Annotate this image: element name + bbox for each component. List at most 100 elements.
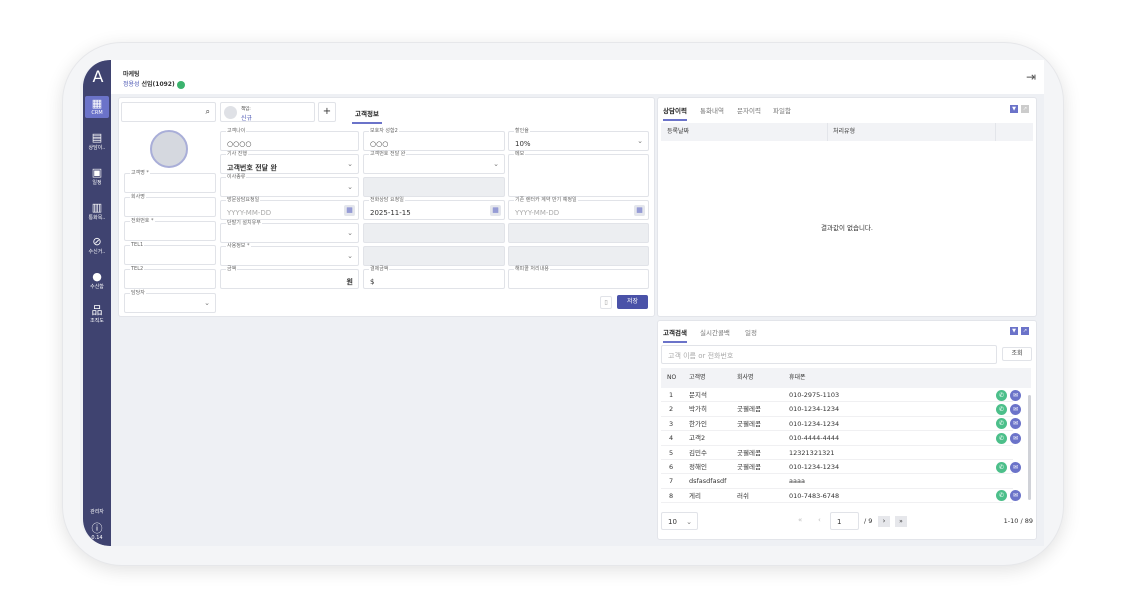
search-icon: ⌕ — [205, 107, 210, 116]
sidebar-item-schedule[interactable]: ▣ 일정 — [85, 166, 109, 187]
table-row[interactable]: 3 한가인 굿웰레콤 010-1234-1234 ✆ ✉ — [661, 417, 1021, 432]
left-field-1[interactable]: 회사명 — [124, 194, 216, 217]
visit-date-field[interactable]: 방문상담요청일 YYYY-MM-DD ▦ — [220, 197, 359, 220]
mail-icon[interactable]: ✉ — [1010, 461, 1021, 473]
tab-customer-info[interactable]: 고객정보 — [352, 108, 382, 124]
filter-icon[interactable]: ▼ — [1010, 327, 1018, 335]
phone-icon[interactable]: ✆ — [996, 461, 1007, 473]
list-icon: ▥ — [91, 201, 103, 214]
tab-search-2[interactable]: 일정 — [745, 329, 757, 337]
table-row[interactable]: 8 게리 러쉬 010-7483-6748 ✆ ✉ — [661, 489, 1021, 504]
phone-icon[interactable]: ✆ — [996, 418, 1007, 430]
phone-icon[interactable]: ✆ — [996, 432, 1007, 444]
progress-select[interactable]: 기사 진행 고객번호 전달 완 ⌄ — [220, 151, 359, 174]
calendar-icon[interactable]: ▦ — [344, 205, 355, 216]
table-row[interactable]: 7 dsfasdfasdf aaaa — [661, 474, 1013, 489]
grid-icon: ▦ — [91, 97, 103, 110]
document-icon[interactable]: ▯ — [600, 296, 612, 309]
mail-icon[interactable]: ✉ — [1010, 389, 1021, 401]
usage-select[interactable]: 사용정보 * ⌄ — [220, 243, 359, 266]
amount-field[interactable]: 금액 원 — [220, 266, 359, 289]
tab-history-2[interactable]: 문자이력 — [737, 107, 761, 115]
chevron-down-icon: ⌄ — [347, 252, 353, 260]
customer-no-select[interactable]: 고객번호 전달 완 ⌄ — [363, 151, 505, 174]
sidebar-item-org[interactable]: 品 조직도 — [85, 304, 109, 325]
mail-icon[interactable]: ✉ — [1010, 403, 1021, 415]
page-size-select[interactable]: 10 ⌄ — [661, 512, 698, 530]
prev-page-button[interactable]: ‹ — [818, 516, 821, 524]
rental-date-field[interactable]: 기존 렌터카 계약 만기 예정일 YYYY-MM-DD ▦ — [508, 197, 649, 220]
chevron-down-icon: ⌄ — [204, 299, 210, 307]
happycall-field[interactable]: 해피콜 처리내용 — [508, 266, 649, 289]
sidebar-item-block[interactable]: ⊘ 수신거.. — [85, 236, 109, 256]
tab-history-3[interactable]: 파일함 — [773, 107, 791, 115]
chevron-down-icon: ⌄ — [347, 160, 353, 168]
chevron-down-icon: ⌄ — [637, 137, 643, 145]
chevron-down-icon: ⌄ — [347, 229, 353, 237]
tab-history-0[interactable]: 상담이력 — [663, 105, 687, 121]
sidebar-item-inbox[interactable]: ● 수신함 — [85, 271, 109, 291]
customer-search-input[interactable]: ⌕ — [121, 102, 216, 122]
tab-search-1[interactable]: 실시간콜백 — [700, 329, 730, 337]
table-row[interactable]: 6 정해인 굿웰레콤 010-1234-1234 ✆ ✉ — [661, 460, 1021, 475]
table-row[interactable]: 1 문지석 010-2975-1103 ✆ ✉ — [661, 388, 1021, 403]
sidebar-item-calls[interactable]: ▥ 통화목.. — [85, 201, 109, 222]
department: 마케팅 — [123, 71, 140, 78]
left-field-3[interactable]: TEL1 — [124, 242, 216, 265]
guardian-field[interactable]: 보호자 성함2 ○○○ — [363, 128, 505, 151]
phone-icon[interactable]: ✆ — [996, 490, 1007, 502]
payment-field[interactable]: 결제금액 $ — [363, 266, 505, 289]
page-input[interactable]: 1 — [830, 512, 859, 530]
call-date-field[interactable]: 전화상담 요청일 2025-11-15 ▦ — [363, 197, 505, 220]
customer-avatar — [150, 130, 188, 168]
result-range: 1-10 / 89 — [1003, 517, 1033, 525]
left-field-0[interactable]: 고객명 * — [124, 170, 216, 193]
calendar-icon[interactable]: ▦ — [634, 205, 645, 216]
tab-search-0[interactable]: 고객검색 — [663, 327, 687, 343]
mail-icon[interactable]: ✉ — [1010, 490, 1021, 502]
move-type-select[interactable]: 이사종류 ⌄ — [220, 174, 359, 197]
left-field-5[interactable]: 담당자 ⌄ — [124, 290, 216, 313]
assignee-select[interactable]: 책임: 신규 — [220, 102, 315, 122]
mail-icon[interactable]: ✉ — [1010, 418, 1021, 430]
calendar-icon[interactable]: ▦ — [490, 205, 501, 216]
last-page-button[interactable]: » — [895, 516, 907, 527]
scrollbar[interactable] — [1028, 395, 1031, 500]
search-button[interactable]: 조회 — [1002, 347, 1032, 361]
popout-icon[interactable]: ↗ — [1021, 105, 1029, 113]
app-screen: A ▦ CRM ▤ 상담이.. ▣ 일정 ▥ 통화목.. ⊘ 수신거.. ● 수신함 品 조직… — [80, 60, 1044, 546]
add-button[interactable]: + — [318, 102, 336, 122]
terminal-select[interactable]: 단말기 설치유무 ⌄ — [220, 220, 359, 243]
filter-icon[interactable]: ▼ — [1010, 105, 1018, 113]
disabled-field — [363, 177, 505, 197]
empty-message: 결과값이 없습니다. — [821, 224, 873, 232]
phone-icon[interactable]: ✆ — [996, 389, 1007, 401]
sidebar-item-crm[interactable]: ▦ CRM — [85, 96, 109, 118]
user-info: 정용성 선임(1092) — [123, 79, 185, 89]
version: ⓘ 0.14 — [85, 523, 109, 542]
disabled-field — [508, 223, 649, 243]
sidebar-item-consult[interactable]: ▤ 상담이.. — [85, 132, 109, 152]
table-row[interactable]: 2 박가히 굿웰레콤 010-1234-1234 ✆ ✉ — [661, 402, 1021, 417]
left-field-2[interactable]: 전화번호 * — [124, 218, 216, 241]
customer-search-field[interactable]: 고객 이름 or 전화번호 — [661, 345, 997, 364]
discount-select[interactable]: 할인율 10% ⌄ — [508, 128, 649, 151]
first-page-button[interactable]: « — [798, 516, 803, 524]
mail-icon[interactable]: ✉ — [1010, 432, 1021, 444]
save-button[interactable]: 저장 — [617, 295, 648, 309]
phone-icon[interactable]: ✆ — [996, 403, 1007, 415]
table-row[interactable]: 5 김민수 굿웰레콤 12321321321 — [661, 446, 1013, 460]
popout-icon[interactable]: ↗ — [1021, 327, 1029, 335]
org-icon: 品 — [91, 304, 103, 317]
left-field-4[interactable]: TEL2 — [124, 266, 216, 289]
memo-textarea[interactable]: 메모 — [508, 151, 649, 197]
age-field[interactable]: 고객나이 ○○○○ — [220, 128, 359, 151]
sidebar-admin[interactable]: 관리자 — [90, 509, 104, 515]
next-page-button[interactable]: › — [878, 516, 890, 527]
table-row[interactable]: 4 고객2 010-4444-4444 ✆ ✉ — [661, 431, 1021, 446]
disabled-field — [508, 246, 649, 266]
tab-history-1[interactable]: 통화내역 — [700, 107, 724, 115]
search-table-body: 1 문지석 010-2975-1103 ✆ ✉ 2 박가히 굿웰레콤 010-12… — [657, 388, 1027, 508]
calendar-icon: ▣ — [91, 166, 103, 179]
logout-icon[interactable]: ⇥ — [1025, 70, 1036, 84]
